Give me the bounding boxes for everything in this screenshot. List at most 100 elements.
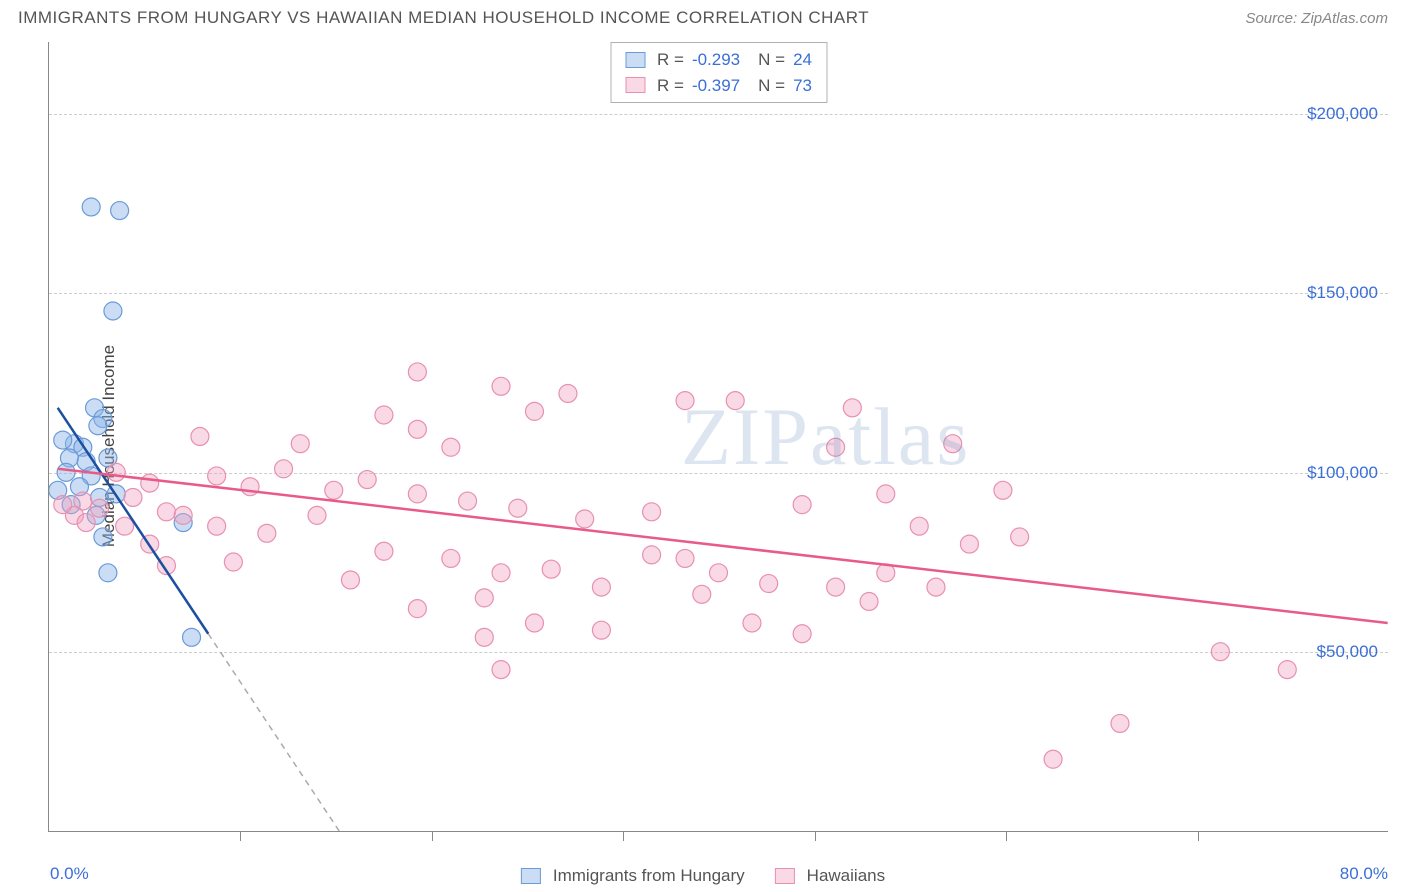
- data-point: [408, 363, 426, 381]
- legend-swatch-pink: [775, 868, 795, 884]
- legend-n-label: N =: [758, 47, 785, 73]
- chart-title: IMMIGRANTS FROM HUNGARY VS HAWAIIAN MEDI…: [18, 8, 869, 28]
- legend-series-name-2: Hawaiians: [807, 866, 885, 886]
- legend-row-2: R = -0.397 N = 73: [625, 73, 812, 99]
- data-point: [710, 564, 728, 582]
- data-point: [157, 503, 175, 521]
- chart-source: Source: ZipAtlas.com: [1245, 10, 1388, 27]
- data-point: [509, 499, 527, 517]
- scatter-svg: [49, 42, 1388, 831]
- data-point: [111, 202, 129, 220]
- data-point: [183, 628, 201, 646]
- data-point: [760, 575, 778, 593]
- data-point: [82, 198, 100, 216]
- data-point: [291, 435, 309, 453]
- data-point: [94, 528, 112, 546]
- x-tick: [623, 831, 624, 841]
- data-point: [174, 506, 192, 524]
- legend-n-value-2: 73: [793, 73, 812, 99]
- data-point: [475, 628, 493, 646]
- data-point: [743, 614, 761, 632]
- data-point: [927, 578, 945, 596]
- series-legend: Immigrants from Hungary Hawaiians: [521, 866, 885, 886]
- chart-plot-area: ZIPatlas R = -0.293 N = 24 R = -0.397 N …: [48, 42, 1388, 832]
- data-point: [1011, 528, 1029, 546]
- data-point: [308, 506, 326, 524]
- x-axis-min-label: 0.0%: [50, 864, 89, 884]
- data-point: [224, 553, 242, 571]
- data-point: [492, 564, 510, 582]
- legend-swatch-blue: [521, 868, 541, 884]
- data-point: [54, 496, 72, 514]
- correlation-legend: R = -0.293 N = 24 R = -0.397 N = 73: [610, 42, 827, 103]
- data-point: [843, 399, 861, 417]
- x-tick: [1198, 831, 1199, 841]
- legend-item-2: Hawaiians: [775, 866, 885, 886]
- data-point: [258, 524, 276, 542]
- legend-swatch-blue: [625, 52, 645, 68]
- data-point: [676, 392, 694, 410]
- data-point: [89, 417, 107, 435]
- data-point: [325, 481, 343, 499]
- data-point: [104, 302, 122, 320]
- data-point: [99, 564, 117, 582]
- data-point: [1278, 661, 1296, 679]
- data-point: [960, 535, 978, 553]
- data-point: [910, 517, 928, 535]
- data-point: [1211, 643, 1229, 661]
- data-point: [1044, 750, 1062, 768]
- data-point: [408, 485, 426, 503]
- data-point: [592, 621, 610, 639]
- data-point: [693, 585, 711, 603]
- data-point: [475, 589, 493, 607]
- data-point: [375, 406, 393, 424]
- data-point: [576, 510, 594, 528]
- data-point: [525, 614, 543, 632]
- legend-row-1: R = -0.293 N = 24: [625, 47, 812, 73]
- data-point: [793, 625, 811, 643]
- data-point: [141, 474, 159, 492]
- x-axis-max-label: 80.0%: [1340, 864, 1388, 884]
- data-point: [341, 571, 359, 589]
- data-point: [208, 467, 226, 485]
- x-tick: [432, 831, 433, 841]
- data-point: [442, 438, 460, 456]
- data-point: [643, 546, 661, 564]
- data-point: [124, 488, 142, 506]
- x-tick: [240, 831, 241, 841]
- legend-r-value-2: -0.397: [692, 73, 740, 99]
- data-point: [726, 392, 744, 410]
- legend-swatch-pink: [625, 77, 645, 93]
- data-point: [827, 578, 845, 596]
- data-point: [408, 600, 426, 618]
- data-point: [208, 517, 226, 535]
- legend-r-value-1: -0.293: [692, 47, 740, 73]
- data-point: [944, 435, 962, 453]
- legend-r-label: R =: [657, 73, 684, 99]
- legend-n-label: N =: [758, 73, 785, 99]
- data-point: [525, 402, 543, 420]
- chart-header: IMMIGRANTS FROM HUNGARY VS HAWAIIAN MEDI…: [0, 0, 1406, 32]
- trend-line: [58, 469, 1388, 623]
- data-point: [643, 503, 661, 521]
- data-point: [375, 542, 393, 560]
- trend-line: [208, 634, 501, 831]
- legend-item-1: Immigrants from Hungary: [521, 866, 745, 886]
- data-point: [542, 560, 560, 578]
- data-point: [492, 377, 510, 395]
- data-point: [492, 661, 510, 679]
- data-point: [877, 485, 895, 503]
- data-point: [442, 549, 460, 567]
- data-point: [77, 514, 95, 532]
- legend-r-label: R =: [657, 47, 684, 73]
- legend-n-value-1: 24: [793, 47, 812, 73]
- data-point: [107, 463, 125, 481]
- data-point: [559, 384, 577, 402]
- data-point: [358, 471, 376, 489]
- data-point: [54, 431, 72, 449]
- data-point: [676, 549, 694, 567]
- data-point: [994, 481, 1012, 499]
- data-point: [57, 463, 75, 481]
- x-tick: [815, 831, 816, 841]
- data-point: [408, 420, 426, 438]
